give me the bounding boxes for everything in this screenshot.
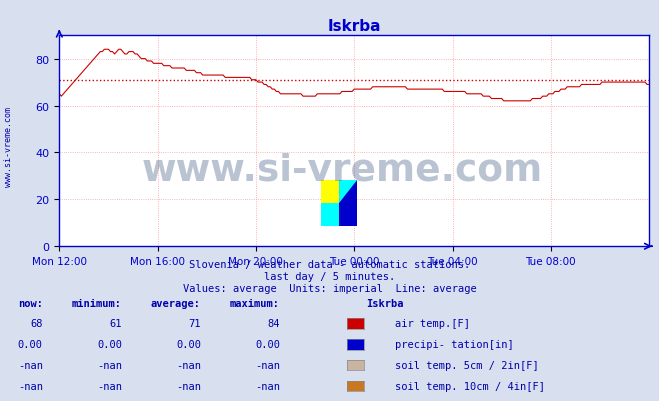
Text: soil temp. 10cm / 4in[F]: soil temp. 10cm / 4in[F] bbox=[395, 381, 546, 391]
Text: soil temp. 5cm / 2in[F]: soil temp. 5cm / 2in[F] bbox=[395, 360, 539, 370]
Text: 68: 68 bbox=[30, 319, 43, 328]
Title: Iskrba: Iskrba bbox=[328, 18, 381, 34]
Text: precipi- tation[in]: precipi- tation[in] bbox=[395, 340, 514, 349]
Text: minimum:: minimum: bbox=[72, 298, 122, 308]
Text: air temp.[F]: air temp.[F] bbox=[395, 319, 471, 328]
Text: -nan: -nan bbox=[18, 381, 43, 391]
Text: maximum:: maximum: bbox=[230, 298, 280, 308]
Text: last day / 5 minutes.: last day / 5 minutes. bbox=[264, 271, 395, 281]
Bar bbox=[321, 180, 339, 203]
Text: www.si-vreme.com: www.si-vreme.com bbox=[142, 152, 543, 188]
Text: -nan: -nan bbox=[255, 360, 280, 370]
Text: -nan: -nan bbox=[176, 381, 201, 391]
Text: Slovenia / weather data - automatic stations.: Slovenia / weather data - automatic stat… bbox=[189, 259, 470, 269]
Text: Values: average  Units: imperial  Line: average: Values: average Units: imperial Line: av… bbox=[183, 283, 476, 293]
Polygon shape bbox=[339, 180, 357, 203]
Text: 61: 61 bbox=[109, 319, 122, 328]
Text: now:: now: bbox=[18, 298, 43, 308]
Text: -nan: -nan bbox=[18, 360, 43, 370]
Text: www.si-vreme.com: www.si-vreme.com bbox=[4, 106, 13, 186]
Text: 0.00: 0.00 bbox=[18, 340, 43, 349]
Polygon shape bbox=[339, 180, 357, 227]
Text: 71: 71 bbox=[188, 319, 201, 328]
Bar bbox=[321, 203, 339, 227]
Text: 84: 84 bbox=[268, 319, 280, 328]
Text: Iskrba: Iskrba bbox=[366, 298, 403, 308]
Text: -nan: -nan bbox=[255, 381, 280, 391]
Text: -nan: -nan bbox=[97, 381, 122, 391]
Text: average:: average: bbox=[151, 298, 201, 308]
Text: -nan: -nan bbox=[176, 360, 201, 370]
Text: 0.00: 0.00 bbox=[176, 340, 201, 349]
Text: -nan: -nan bbox=[97, 360, 122, 370]
Text: 0.00: 0.00 bbox=[97, 340, 122, 349]
Text: 0.00: 0.00 bbox=[255, 340, 280, 349]
